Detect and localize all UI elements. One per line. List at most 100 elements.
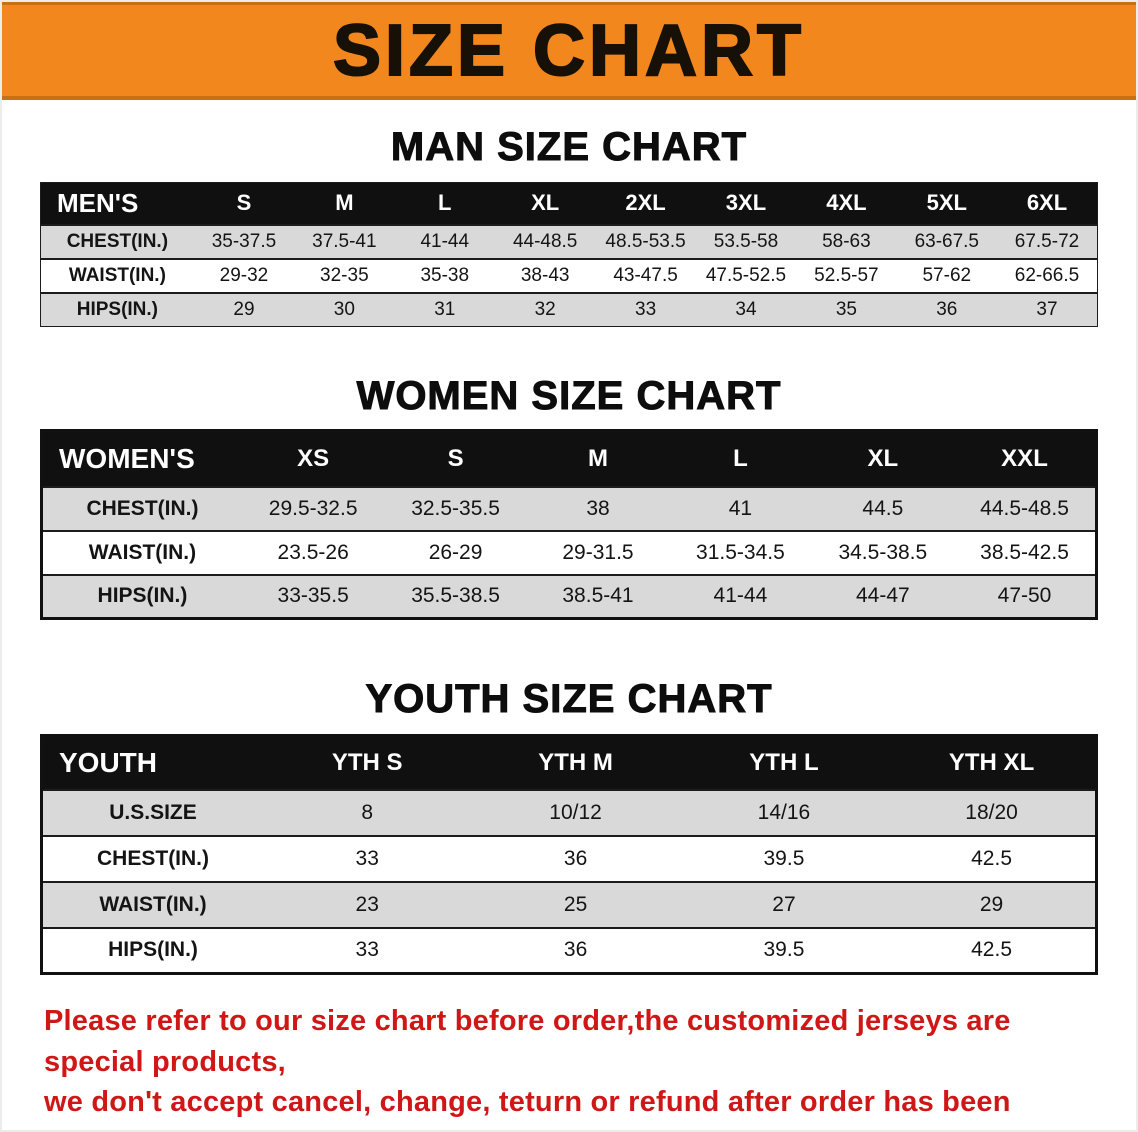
size-value: 62-66.5 (1014, 264, 1080, 286)
size-value: 44.5-48.5 (980, 496, 1069, 520)
notice-line-2: we don't accept cancel, change, teturn o… (44, 1086, 1011, 1130)
column-header: 4XL (796, 182, 897, 225)
size-value: 38-43 (520, 264, 570, 286)
men-heading: MAN SIZE CHART (390, 125, 748, 170)
youth-section: YOUTH SIZE CHART YOUTH YTH S YTH M YTH L… (2, 676, 1136, 975)
size-value: 27 (772, 892, 796, 916)
row-label: WAIST(IN.) (88, 540, 197, 564)
table-row: CHEST(IN.) 35-37.5 37.5-41 41-44 44-48.5… (40, 224, 1098, 259)
size-value: 8 (361, 800, 374, 824)
women-heading: WOMEN SIZE CHART (356, 374, 782, 419)
size-value: 25 (563, 892, 588, 916)
column-header: M (294, 182, 395, 225)
size-value: 41-44 (713, 584, 768, 608)
table-row: WAIST(IN.) 23.5-26 26-29 29-31.5 31.5-34… (41, 530, 1097, 575)
size-value: 53.5-58 (713, 230, 779, 252)
notice-line-1: Please refer to our size chart before or… (44, 1005, 1011, 1078)
size-value: 32-35 (320, 264, 369, 286)
column-header: MEN'S (40, 182, 194, 225)
size-value: 34 (735, 298, 757, 320)
column-header: XXL (954, 430, 1097, 487)
size-value: 47.5-52.5 (705, 264, 787, 286)
size-value: 44-48.5 (512, 230, 578, 252)
size-value: 36 (563, 938, 588, 962)
table-row: WAIST(IN.) 29-32 32-35 35-38 38-43 43-47… (40, 258, 1098, 293)
column-header: WOMEN'S (41, 430, 242, 487)
footer-notice: Please refer to our size chart before or… (44, 1001, 1098, 1130)
size-value: 67.5-72 (1014, 230, 1080, 252)
men-section: MAN SIZE CHART MEN'S S M L XL 2XL 3XL 4X… (2, 124, 1136, 327)
size-value: 33 (355, 938, 379, 962)
size-value: 38.5-41 (562, 584, 634, 608)
column-header: S (193, 182, 295, 225)
row-label: CHEST(IN.) (97, 846, 210, 870)
size-value: 23 (355, 892, 379, 916)
table-row: U.S.SIZE 8 10/12 14/16 18/20 (41, 789, 1097, 836)
column-header: XL (811, 430, 955, 487)
size-value: 37.5-41 (312, 230, 377, 252)
column-header: L (394, 182, 495, 225)
size-value: 41-44 (420, 230, 470, 252)
size-value: 52.5-57 (814, 264, 879, 286)
size-value: 38.5-42.5 (980, 540, 1069, 564)
size-value: 31 (434, 298, 456, 320)
size-value: 36 (563, 846, 588, 870)
row-label: U.S.SIZE (109, 800, 197, 824)
size-value: 29 (979, 892, 1004, 916)
row-label: WAIST(IN.) (68, 264, 166, 286)
size-value: 57-62 (922, 264, 972, 286)
column-header: 5XL (896, 182, 997, 225)
column-header: YTH L (679, 735, 889, 790)
size-value: 10/12 (549, 800, 602, 824)
size-value: 37 (1036, 298, 1058, 320)
size-value: 29 (233, 298, 255, 320)
size-value: 58-63 (822, 230, 871, 252)
size-value: 29-31.5 (562, 540, 634, 564)
page-title: SIZE CHART (332, 10, 805, 91)
youth-heading: YOUTH SIZE CHART (365, 677, 773, 722)
size-value: 44.5 (862, 496, 904, 520)
size-value: 42.5 (971, 846, 1012, 870)
table-header-row: YOUTH YTH S YTH M YTH L YTH XL (41, 735, 1097, 790)
size-value: 34.5-38.5 (838, 540, 928, 564)
column-header: L (669, 430, 812, 487)
size-value: 39.5 (763, 938, 805, 962)
column-header: YTH M (471, 735, 680, 790)
size-value: 35 (835, 298, 857, 320)
size-value: 29-32 (219, 264, 269, 286)
column-header: S (384, 430, 527, 487)
row-label: CHEST(IN.) (86, 496, 199, 520)
size-value: 42.5 (971, 938, 1012, 962)
women-section: WOMEN SIZE CHART WOMEN'S XS S M L XL XXL (2, 373, 1136, 620)
size-value: 47-50 (997, 584, 1052, 608)
row-label: CHEST(IN.) (66, 230, 169, 252)
size-value: 35-37.5 (211, 230, 277, 252)
table-row: CHEST(IN.) 29.5-32.5 32.5-35.5 38 41 44.… (41, 486, 1097, 531)
row-label: HIPS(IN.) (97, 584, 188, 608)
column-header: XS (241, 430, 385, 487)
column-header: YTH S (263, 735, 472, 790)
column-header: YOUTH (41, 735, 264, 790)
row-label: HIPS(IN.) (76, 298, 159, 320)
size-value: 23.5-26 (277, 540, 349, 564)
row-label: HIPS(IN.) (108, 938, 198, 962)
table-row: HIPS(IN.) 29 30 31 32 33 34 35 36 37 (40, 292, 1098, 327)
men-size-table: MEN'S S M L XL 2XL 3XL 4XL 5XL 6XL CHEST… (40, 182, 1098, 327)
table-row: WAIST(IN.) 23 25 27 29 (41, 881, 1097, 928)
size-value: 36 (936, 298, 958, 320)
size-value: 38 (586, 496, 610, 520)
column-header: 3XL (695, 182, 797, 225)
column-header: YTH XL (888, 735, 1097, 790)
size-value: 39.5 (763, 846, 805, 870)
column-header: 2XL (595, 182, 696, 225)
size-value: 14/16 (757, 800, 811, 824)
size-value: 48.5-53.5 (605, 230, 686, 252)
size-value: 33 (635, 298, 657, 320)
size-value: 18/20 (965, 800, 1018, 824)
size-value: 63-67.5 (914, 230, 980, 252)
size-value: 31.5-34.5 (696, 540, 785, 564)
youth-size-table: YOUTH YTH S YTH M YTH L YTH XL U.S.SIZE … (40, 734, 1098, 975)
size-value: 44-47 (855, 584, 910, 608)
size-value: 33 (355, 846, 379, 870)
column-header: M (526, 430, 670, 487)
